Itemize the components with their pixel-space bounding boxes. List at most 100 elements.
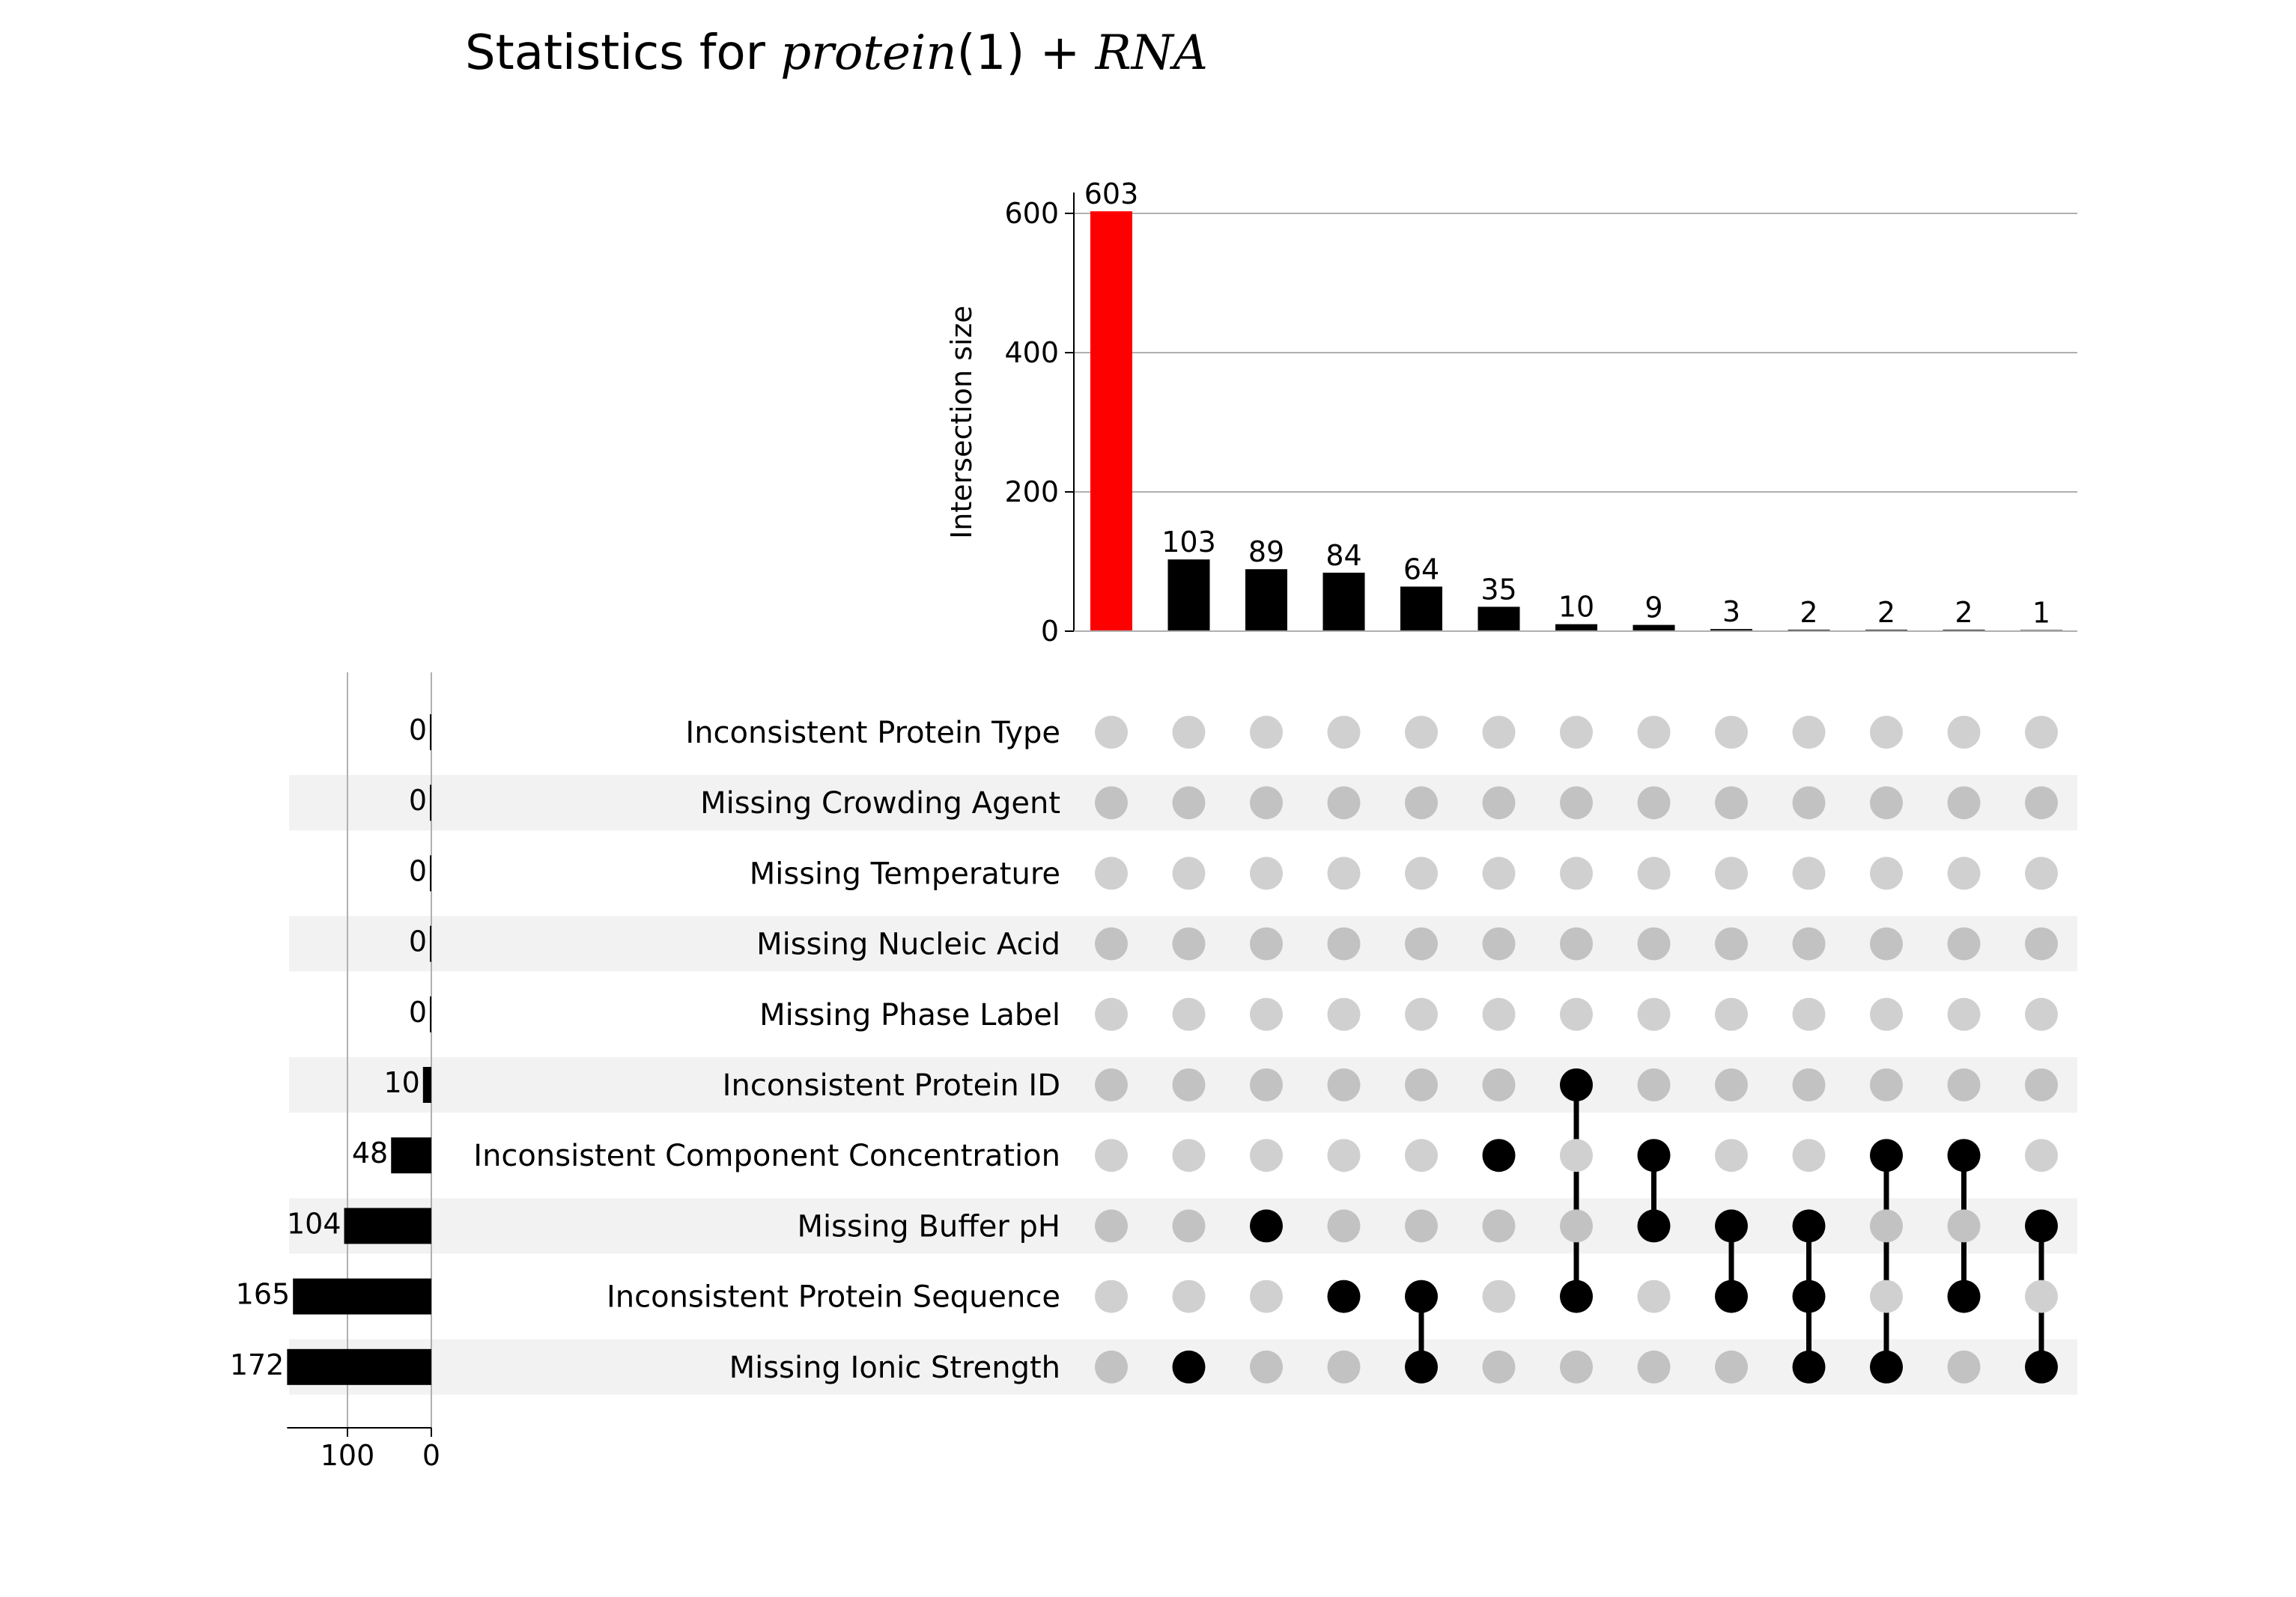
matrix-dot-inactive xyxy=(1715,1350,1748,1384)
matrix-dot-inactive xyxy=(1095,997,1128,1031)
matrix-dot-inactive xyxy=(1095,1209,1128,1243)
y-axis: 0 200 400 600 Intersection size xyxy=(945,192,2077,648)
matrix-dot-inactive xyxy=(1870,857,1903,890)
matrix-dot-inactive xyxy=(1715,997,1748,1031)
matrix-dot-inactive xyxy=(1870,997,1903,1031)
matrix-dot-inactive xyxy=(1405,786,1438,820)
set-size-label: 0 xyxy=(409,854,427,887)
intersection-bar-label: 603 xyxy=(1084,177,1139,210)
matrix-dot-inactive xyxy=(1172,786,1206,820)
set-size-label: 0 xyxy=(409,714,427,746)
intersection-bar-label: 1 xyxy=(2032,597,2050,630)
intersection-bar xyxy=(1245,569,1287,631)
matrix-dot-active xyxy=(1792,1209,1826,1243)
matrix-dot-inactive xyxy=(1715,1068,1748,1101)
y-tick-label: 0 xyxy=(1041,615,1059,648)
matrix-dot-inactive xyxy=(1327,1139,1361,1172)
matrix-dot-inactive xyxy=(1637,1350,1671,1384)
set-label: Inconsistent Protein ID xyxy=(723,1068,1060,1103)
matrix-dot-inactive xyxy=(1947,1209,1981,1243)
matrix-dot-inactive xyxy=(1560,1209,1593,1243)
matrix-dot-inactive xyxy=(1405,1209,1438,1243)
matrix-dot-active xyxy=(1870,1139,1903,1172)
matrix-dot-inactive xyxy=(1095,786,1128,820)
set-size-tick-label: 100 xyxy=(321,1439,375,1472)
matrix-dot-inactive xyxy=(1637,927,1671,961)
matrix-dot-inactive xyxy=(1870,786,1903,820)
matrix-dot-inactive xyxy=(1172,1280,1206,1313)
matrix-dot-inactive xyxy=(1715,927,1748,961)
intersection-bar xyxy=(1633,624,1675,631)
matrix-dot-active xyxy=(1482,1139,1516,1172)
matrix-dot-inactive xyxy=(2025,1068,2058,1101)
matrix-dot-inactive xyxy=(1095,927,1128,961)
intersection-bar-label: 2 xyxy=(1877,596,1895,629)
intersection-bar xyxy=(1477,606,1520,631)
matrix-dot-inactive xyxy=(1482,1209,1516,1243)
matrix-dot-inactive xyxy=(1250,1139,1283,1172)
matrix-dot-inactive xyxy=(2025,786,2058,820)
matrix-dot-inactive xyxy=(1095,716,1128,749)
intersection-matrix xyxy=(1095,716,2058,1384)
y-tick-label: 200 xyxy=(1004,475,1059,508)
matrix-dot-inactive xyxy=(1250,786,1283,820)
matrix-dot-inactive xyxy=(1947,927,1981,961)
matrix-dot-active xyxy=(2025,1350,2058,1384)
matrix-dot-active xyxy=(1560,1280,1593,1313)
matrix-dot-active xyxy=(1637,1139,1671,1172)
title-math-protein: protein xyxy=(780,25,956,81)
matrix-dot-active xyxy=(1560,1068,1593,1101)
title-math-rna: RNA xyxy=(1095,25,1208,81)
set-size-bar xyxy=(344,1208,431,1244)
grid-lines xyxy=(1074,213,2077,493)
set-size-label: 172 xyxy=(230,1348,285,1381)
matrix-dot-active xyxy=(1172,1350,1206,1384)
matrix-dot-inactive xyxy=(2025,1139,2058,1172)
matrix-dot-inactive xyxy=(1560,786,1593,820)
matrix-dot-active xyxy=(1250,1209,1283,1243)
matrix-dot-active xyxy=(1327,1280,1361,1313)
matrix-dot-active xyxy=(1405,1350,1438,1384)
set-size-label: 10 xyxy=(383,1066,419,1099)
set-size-bar xyxy=(430,785,431,821)
matrix-dot-inactive xyxy=(1172,1139,1206,1172)
matrix-dot-inactive xyxy=(1250,716,1283,749)
matrix-dot-inactive xyxy=(1792,716,1826,749)
matrix-dot-inactive xyxy=(1095,1068,1128,1101)
matrix-dot-inactive xyxy=(1715,857,1748,890)
matrix-dot-inactive xyxy=(1715,786,1748,820)
matrix-dot-inactive xyxy=(1792,997,1826,1031)
y-tick-label: 400 xyxy=(1004,336,1059,369)
matrix-dot-inactive xyxy=(1560,1139,1593,1172)
matrix-dot-active xyxy=(1715,1280,1748,1313)
matrix-dot-inactive xyxy=(1327,716,1361,749)
title-prefix: Statistics for xyxy=(465,25,780,81)
matrix-dot-inactive xyxy=(1637,716,1671,749)
matrix-dot-inactive xyxy=(1482,786,1516,820)
intersection-bar xyxy=(1710,629,1752,631)
matrix-dot-inactive xyxy=(1327,927,1361,961)
matrix-dot-inactive xyxy=(1637,1068,1671,1101)
matrix-dot-inactive xyxy=(1870,1209,1903,1243)
matrix-dot-inactive xyxy=(1482,927,1516,961)
set-label: Inconsistent Protein Sequence xyxy=(607,1280,1060,1315)
intersection-bar-label: 35 xyxy=(1480,573,1516,606)
set-size-tick-label: 0 xyxy=(422,1439,440,1472)
intersection-bar-label: 89 xyxy=(1248,535,1284,568)
matrix-dot-inactive xyxy=(1327,857,1361,890)
matrix-dot-inactive xyxy=(1327,1068,1361,1101)
intersection-bar-label: 2 xyxy=(1800,596,1817,629)
set-size-label: 104 xyxy=(287,1207,341,1240)
matrix-dot-inactive xyxy=(1482,716,1516,749)
matrix-dot-inactive xyxy=(1482,1350,1516,1384)
matrix-dot-inactive xyxy=(1560,927,1593,961)
set-label: Missing Crowding Agent xyxy=(700,786,1060,821)
set-label: Missing Buffer pH xyxy=(798,1209,1060,1244)
intersection-bar xyxy=(1555,624,1597,631)
matrix-dot-inactive xyxy=(1405,1068,1438,1101)
intersection-bar-label: 84 xyxy=(1325,539,1361,572)
set-size-label: 165 xyxy=(236,1278,291,1311)
matrix-dot-active xyxy=(1715,1209,1748,1243)
matrix-dot-inactive xyxy=(1947,716,1981,749)
